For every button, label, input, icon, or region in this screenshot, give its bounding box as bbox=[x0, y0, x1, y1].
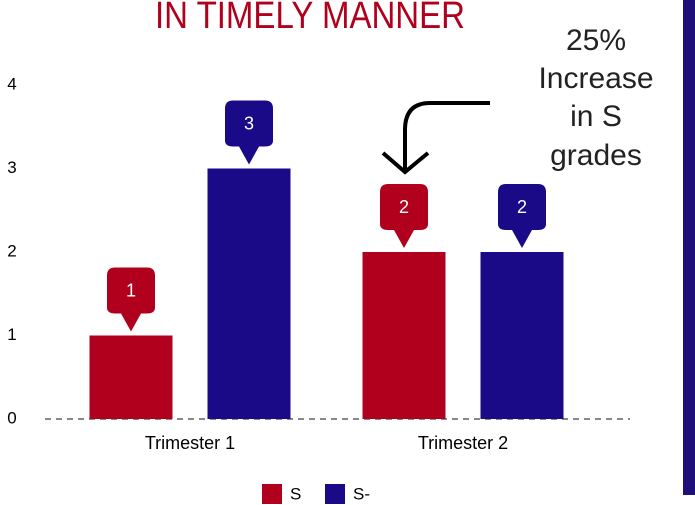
legend-label: S- bbox=[353, 484, 370, 503]
x-tick-label: Trimester 1 bbox=[145, 433, 235, 453]
x-tick-label: Trimester 2 bbox=[418, 433, 508, 453]
annotation: 25% Increase in S grades bbox=[538, 24, 653, 172]
arrow-head bbox=[381, 151, 430, 175]
bar bbox=[480, 252, 564, 419]
y-tick-label: 0 bbox=[7, 408, 16, 427]
data-label: 2 bbox=[399, 197, 409, 217]
annotation-line: 25% bbox=[566, 24, 626, 57]
y-tick-label: 3 bbox=[7, 158, 16, 177]
y-tick-label: 4 bbox=[7, 74, 16, 93]
y-tick-label: 2 bbox=[7, 241, 16, 260]
bar bbox=[207, 168, 291, 419]
data-label-callout bbox=[225, 100, 273, 165]
annotation-line: in S bbox=[570, 100, 622, 133]
chart-title: IN TIMELY MANNER bbox=[155, 0, 465, 37]
data-label-callout bbox=[107, 267, 155, 332]
data-label-callout bbox=[380, 184, 428, 248]
annotation-line: Increase bbox=[538, 62, 653, 95]
legend-swatch bbox=[325, 484, 345, 504]
data-label: 2 bbox=[517, 197, 527, 217]
y-tick-label: 1 bbox=[7, 325, 16, 344]
bar bbox=[362, 252, 446, 419]
legend-label: S bbox=[290, 484, 301, 503]
annotation-arrow bbox=[403, 101, 490, 172]
bar bbox=[89, 335, 173, 419]
data-label-callout bbox=[498, 184, 546, 248]
side-stripe bbox=[683, 0, 695, 495]
annotation-line: grades bbox=[550, 139, 642, 172]
legend-swatch bbox=[262, 484, 282, 504]
data-label: 3 bbox=[244, 113, 254, 133]
data-label: 1 bbox=[126, 280, 136, 300]
